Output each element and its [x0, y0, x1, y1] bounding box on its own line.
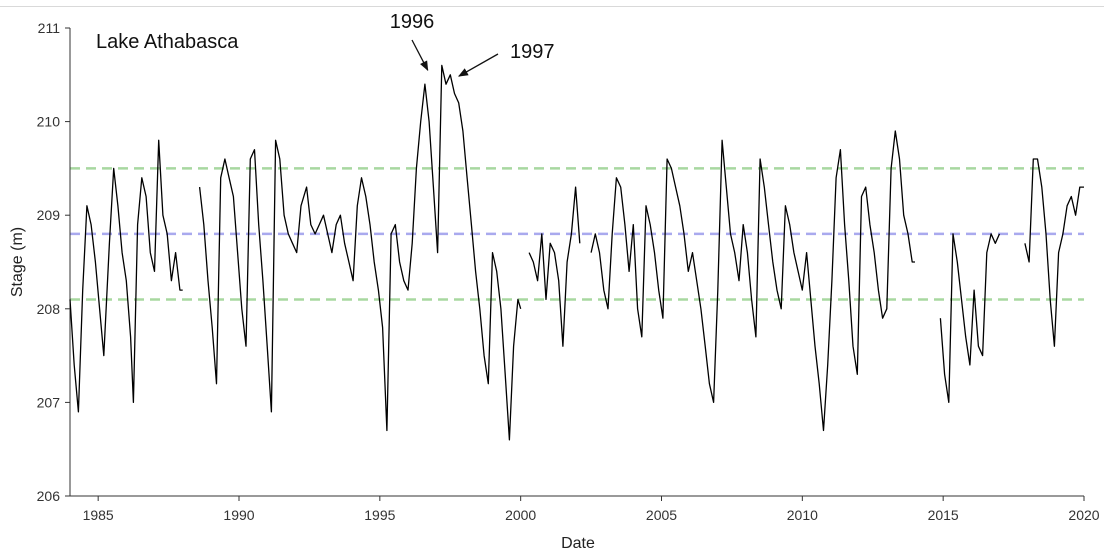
reference-lines: [70, 167, 1084, 301]
x-tick-label-2015: 2015: [928, 507, 959, 523]
x-axis-title: Date: [561, 535, 595, 552]
y-tick-label-210: 210: [37, 114, 61, 130]
x-tick-label-2005: 2005: [646, 507, 677, 523]
ticks-layer: 206 207 208 209 210 211 1985 1990 1995 2000 2005 20…: [37, 20, 1100, 523]
series-layer: [69, 64, 1084, 441]
y-tick-label-211: 211: [38, 20, 61, 36]
x-tick-label-2010: 2010: [787, 507, 818, 523]
series-line-0: [69, 64, 1084, 441]
annotation-arrow-1996: [411, 39, 429, 72]
y-tick-label-209: 209: [37, 207, 61, 223]
x-tick-label-2020: 2020: [1068, 507, 1099, 523]
annotation-label-1996: 1996: [390, 11, 435, 33]
annotation-label-1997: 1997: [510, 41, 555, 63]
x-tick-label-1990: 1990: [223, 507, 254, 523]
y-tick-label-208: 208: [37, 301, 61, 317]
y-tick-label-207: 207: [37, 394, 61, 410]
x-tick-label-1995: 1995: [364, 507, 395, 523]
x-tick-label-1985: 1985: [83, 507, 114, 523]
axes: [69, 28, 1084, 497]
chart-title: Lake Athabasca: [96, 31, 239, 53]
annotations-layer: 1996 1997: [390, 11, 555, 77]
annotation-arrow-1997: [458, 53, 499, 77]
x-tick-label-2000: 2000: [505, 507, 536, 523]
y-tick-label-206: 206: [37, 488, 61, 504]
top-border-line: [0, 6, 1104, 7]
y-axis-title: Stage (m): [9, 227, 26, 297]
